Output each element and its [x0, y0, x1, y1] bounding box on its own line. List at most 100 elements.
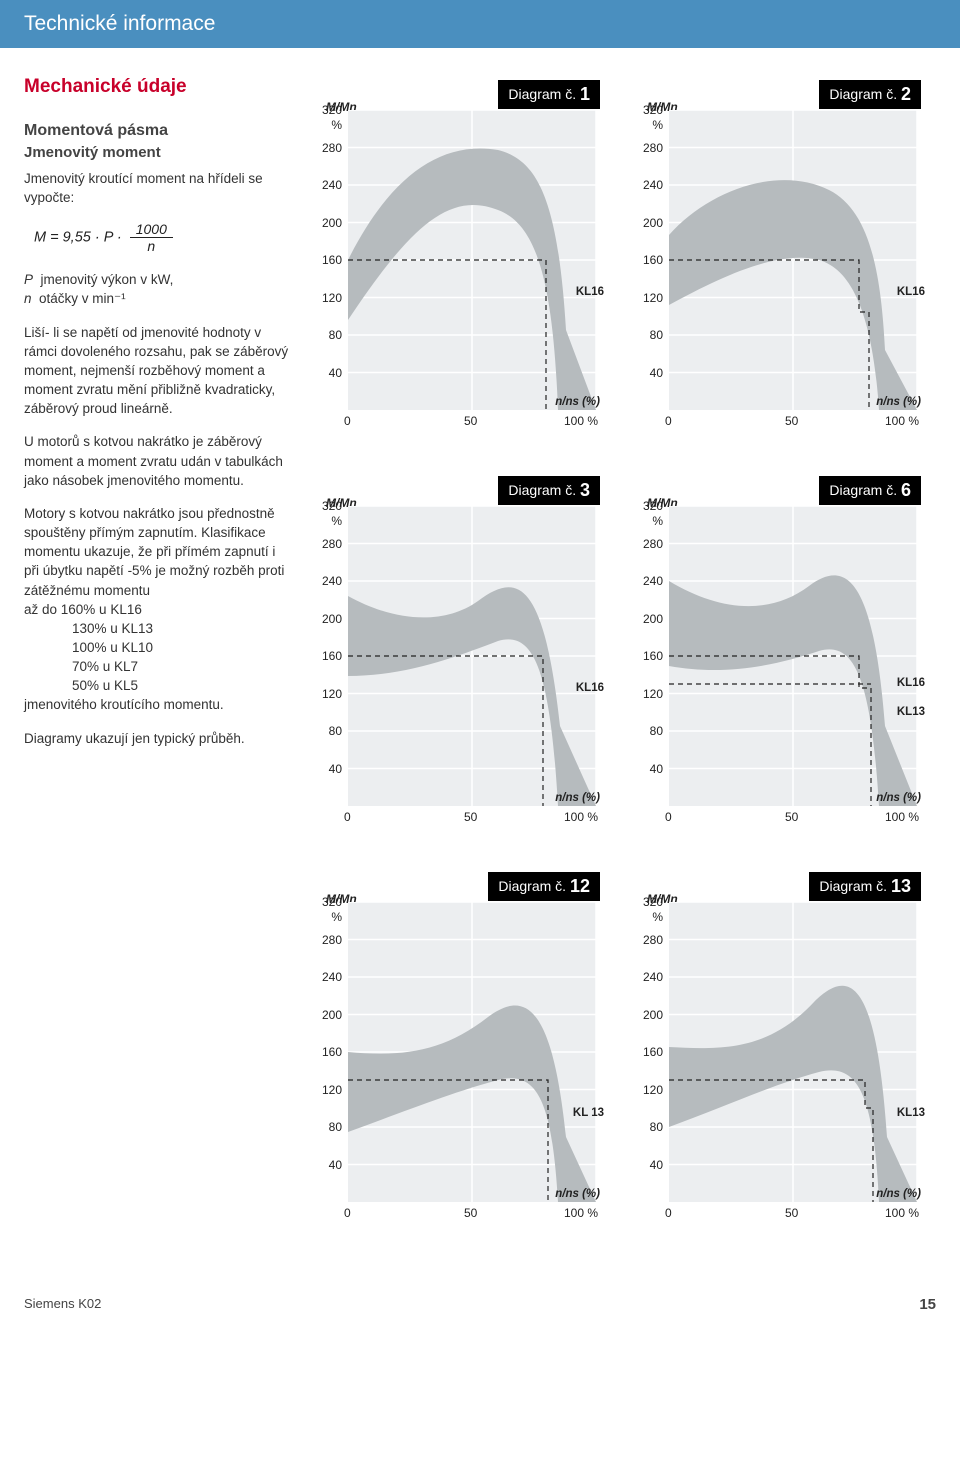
y-tick-label: 160	[314, 253, 342, 267]
chart-d1: Diagram č. 1M/Mn320%28024020016012080400…	[308, 76, 608, 456]
paragraph-5-list-item: 50% u KL5	[24, 676, 294, 695]
y-tick-label: 80	[314, 724, 342, 738]
y-tick-label: 160	[314, 1045, 342, 1059]
y-tick-label: 240	[314, 178, 342, 192]
x-tick-label: 50	[464, 414, 477, 428]
paragraph-6: Diagramy ukazují jen typický průběh.	[24, 729, 294, 748]
page-header: Technické informace	[0, 0, 960, 48]
x-tick-label: 100 %	[885, 414, 919, 428]
y-tick-label: 120	[635, 687, 663, 701]
y-tick-label: 40	[635, 762, 663, 776]
chart-title-number: 2	[901, 84, 911, 104]
y-tick-label: 280	[635, 537, 663, 551]
y-tick-label: 40	[314, 1158, 342, 1172]
paragraph-3: Liší- li se napětí od jmenovité hodnoty …	[24, 323, 294, 419]
chart-title: Diagram č. 6	[819, 476, 921, 505]
y-tick-label: 40	[635, 366, 663, 380]
y-tick-label: 320	[314, 103, 342, 117]
paragraph-5-list-item: až do 160% u KL16	[24, 600, 294, 619]
x-tick-label: 0	[665, 414, 672, 428]
x-axis-unit: n/ns (%)	[555, 396, 600, 408]
section-heading: Mechanické údaje	[24, 76, 294, 98]
kl-label: KL13	[897, 1107, 925, 1119]
y-tick-label: 320	[635, 103, 663, 117]
y-tick-label: 280	[635, 141, 663, 155]
chart-title-prefix: Diagram č.	[819, 878, 891, 894]
chart-title-prefix: Diagram č.	[508, 482, 580, 498]
x-axis-unit: n/ns (%)	[876, 1188, 921, 1200]
x-tick-label: 0	[344, 414, 351, 428]
kl-label: KL16	[897, 286, 925, 298]
y-tick-label: 40	[314, 366, 342, 380]
x-axis-unit: n/ns (%)	[555, 1188, 600, 1200]
chart-title-prefix: Diagram č.	[508, 86, 580, 102]
page-footer: Siemens K02 15	[0, 1256, 960, 1331]
y-tick-pct: %	[314, 514, 342, 528]
y-tick-label: 280	[314, 537, 342, 551]
x-tick-label: 100 %	[885, 1206, 919, 1220]
x-axis-unit: n/ns (%)	[876, 792, 921, 804]
y-tick-label: 240	[314, 574, 342, 588]
y-tick-label: 80	[635, 1120, 663, 1134]
y-tick-label: 160	[635, 1045, 663, 1059]
y-tick-label: 80	[635, 724, 663, 738]
y-tick-label: 120	[314, 687, 342, 701]
y-tick-label: 240	[635, 970, 663, 984]
formula-fraction: 1000 n	[130, 221, 173, 254]
chart-d2: Diagram č. 2M/Mn320%28024020016012080400…	[629, 76, 929, 456]
symbol-n-desc: otáčky v min⁻¹	[39, 291, 126, 306]
chart-title-prefix: Diagram č.	[498, 878, 570, 894]
x-tick-label: 0	[665, 810, 672, 824]
y-tick-label: 240	[635, 574, 663, 588]
chart-d6: Diagram č. 6M/Mn320%28024020016012080400…	[629, 472, 929, 852]
footer-left: Siemens K02	[24, 1296, 101, 1313]
subsection-heading: Momentová pásma	[24, 122, 294, 140]
y-tick-label: 280	[635, 933, 663, 947]
chart-d13: Diagram č. 13M/Mn320%2802402001601208040…	[629, 868, 929, 1248]
symbol-p: P	[24, 272, 33, 287]
y-tick-label: 200	[314, 612, 342, 626]
paragraph-5-list-item: 70% u KL7	[24, 657, 294, 676]
plot-area	[348, 110, 596, 410]
y-tick-label: 320	[314, 895, 342, 909]
x-tick-label: 50	[785, 414, 798, 428]
y-tick-label: 120	[314, 291, 342, 305]
y-tick-label: 240	[314, 970, 342, 984]
x-tick-label: 0	[665, 1206, 672, 1220]
chart-title-number: 13	[891, 876, 911, 896]
paragraph-5-pre: Motory s kotvou nakrátko jsou přednostně…	[24, 506, 284, 598]
formula-numerator: 1000	[130, 221, 173, 238]
paragraph-symbols: P jmenovitý výkon v kW, n otáčky v min⁻¹	[24, 270, 294, 308]
kl-label: KL16	[576, 286, 604, 298]
y-tick-label: 280	[314, 933, 342, 947]
kl-label: KL16	[576, 682, 604, 694]
plot-area	[669, 902, 917, 1202]
chart-title-number: 6	[901, 480, 911, 500]
x-tick-label: 50	[464, 810, 477, 824]
y-tick-label: 280	[314, 141, 342, 155]
paragraph-5: Motory s kotvou nakrátko jsou přednostně…	[24, 504, 294, 715]
chart-title: Diagram č. 13	[809, 872, 921, 901]
y-tick-pct: %	[314, 910, 342, 924]
chart-title-prefix: Diagram č.	[829, 482, 901, 498]
y-tick-label: 160	[635, 649, 663, 663]
paragraph-5-list-item: 130% u KL13	[24, 619, 294, 638]
kl-label: KL16	[897, 677, 925, 689]
plot-area	[348, 902, 596, 1202]
chart-title: Diagram č. 12	[488, 872, 600, 901]
x-tick-label: 0	[344, 810, 351, 824]
formula-denominator: n	[130, 238, 173, 254]
symbol-p-desc: jmenovitý výkon v kW,	[41, 272, 174, 287]
y-tick-label: 240	[635, 178, 663, 192]
y-tick-label: 200	[314, 216, 342, 230]
y-tick-label: 200	[635, 216, 663, 230]
y-tick-label: 320	[314, 499, 342, 513]
chart-title-number: 12	[570, 876, 590, 896]
y-tick-label: 320	[635, 499, 663, 513]
y-tick-label: 160	[314, 649, 342, 663]
x-tick-label: 50	[464, 1206, 477, 1220]
paragraph-5-post: jmenovitého kroutícího momentu.	[24, 697, 224, 712]
chart-title: Diagram č. 3	[498, 476, 600, 505]
left-column: Mechanické údaje Momentová pásma Jmenovi…	[24, 76, 294, 1256]
y-tick-label: 120	[635, 1083, 663, 1097]
